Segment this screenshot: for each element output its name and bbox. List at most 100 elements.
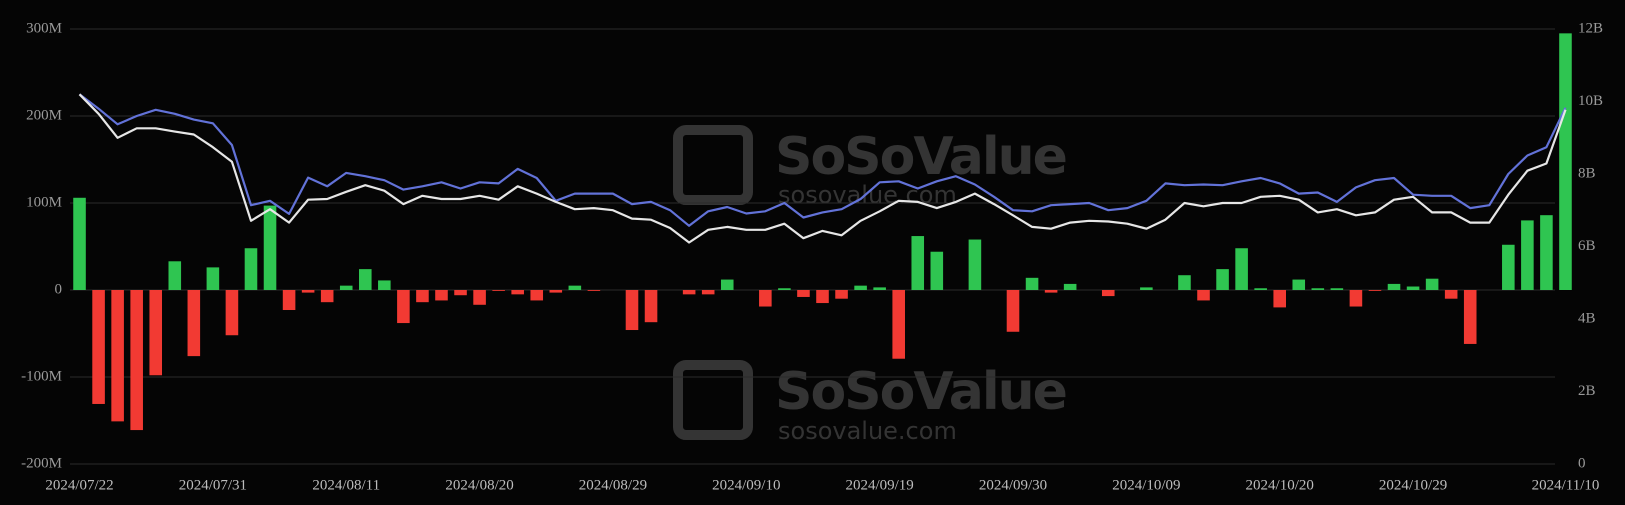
bar [1101,290,1115,297]
x-tick-label: 2024/08/29 [579,477,647,493]
bar [1216,269,1229,290]
bar [244,248,258,290]
bar [130,290,143,431]
bar [168,261,182,290]
bar [1006,290,1020,332]
bar [873,287,886,290]
y-tick-label: 200M [26,107,62,123]
bar [644,290,658,323]
y2-tick-label: 8B [1578,165,1596,181]
bar [1273,290,1287,308]
bar [149,290,163,376]
bar [511,290,524,295]
x-tick-label: 2024/09/19 [845,477,913,493]
bar [1349,290,1363,307]
y-tick-label: -200M [21,455,62,471]
x-tick-label: 2024/09/10 [712,477,780,493]
x-tick-label: 2024/10/09 [1112,477,1180,493]
x-tick-label: 2024/10/20 [1246,477,1314,493]
bar [1025,277,1039,290]
bar [1292,279,1306,290]
y2-tick-label: 0 [1578,455,1586,471]
x-tick-label: 2024/10/29 [1379,477,1447,493]
bar [358,269,372,290]
bar [1197,290,1210,301]
bar [206,267,220,290]
bar [1235,248,1248,290]
bar [797,290,810,297]
bar [1559,33,1572,290]
watermark-brand: SoSoValue [775,127,1066,187]
bar [282,290,296,311]
y2-tick-label: 12B [1578,20,1603,36]
bar [1140,287,1153,290]
bar [549,290,563,293]
bar [454,290,467,296]
line [78,93,1567,227]
bar [320,290,334,303]
y-tick-label: 0 [55,281,63,297]
bar [1063,283,1077,290]
bar [92,290,105,404]
line [78,93,1567,244]
bar [625,290,639,331]
y2-tick-label: 4B [1578,310,1596,326]
bar [1502,244,1515,290]
bar [1463,290,1477,344]
bar [1311,288,1325,290]
y2-tick-label: 2B [1578,383,1596,399]
bar [587,290,601,291]
bar [759,290,772,307]
x-tick-label: 2024/08/11 [312,477,380,493]
y2-tick-label: 10B [1578,93,1603,109]
x-tick-label: 2024/08/20 [445,477,513,493]
bar [1387,283,1401,290]
bar [1368,290,1382,291]
bar [473,290,486,305]
bar [378,280,391,290]
watermark: SoSoValue sosovalue.com SoSoValue sosova… [673,125,1068,445]
watermark-logo [673,360,753,440]
bar [263,205,277,290]
bar [530,290,544,301]
x-tick-label: 2024/07/31 [179,477,247,493]
bar [1540,215,1553,290]
bar [1044,290,1058,293]
y2-tick-label: 6B [1578,238,1596,254]
bar [1425,278,1439,290]
x-tick-label: 2024/09/30 [979,477,1047,493]
bar [778,288,791,290]
bar [111,290,124,422]
bar [301,290,315,293]
bar [1178,275,1191,290]
y-tick-label: 100M [26,194,62,210]
watermark-brand: SoSoValue [775,362,1066,422]
bar [339,285,353,290]
bar [892,290,905,359]
bar [1521,220,1534,290]
bar [911,236,925,290]
bar [854,285,867,290]
watermark-site: sosovalue.com [778,417,957,445]
bar [1406,286,1420,290]
y-tick-label: 300M [26,20,62,36]
bar [492,290,505,291]
bar [397,290,410,324]
bar [1330,288,1344,290]
bar [73,197,86,290]
bar [416,290,429,303]
bar [816,290,829,304]
bar [1444,290,1458,299]
y-tick-label: -100M [21,368,62,384]
bar [930,251,944,290]
bar [187,290,201,357]
bar [435,290,448,301]
x-tick-label: 2024/07/22 [45,477,113,493]
bar [720,279,734,290]
x-tick-label: 2024/11/10 [1532,477,1600,493]
bar [701,290,715,295]
bar [568,285,582,290]
watermark-logo [673,125,753,205]
bar [835,290,848,299]
